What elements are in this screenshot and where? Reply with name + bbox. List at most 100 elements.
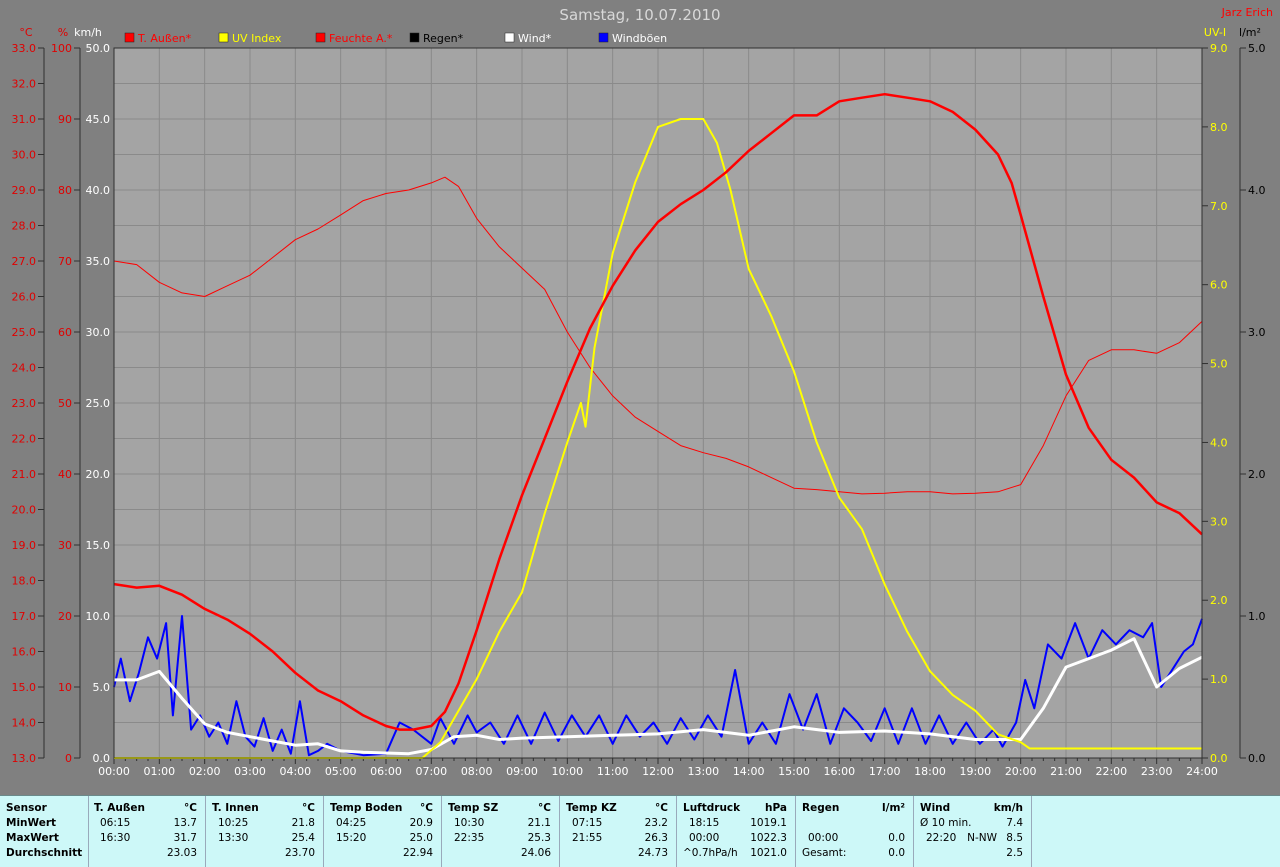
stat-min-time: 07:15 bbox=[572, 817, 603, 829]
stat-max-value: 25.0 bbox=[409, 832, 433, 844]
series-line-feuchte-a bbox=[113, 176, 1203, 495]
rain-tick-label: 4.0 bbox=[1248, 184, 1266, 197]
temp-tick-label: 23.0 bbox=[12, 397, 37, 410]
rain-tick-label: 0.0 bbox=[1248, 752, 1266, 765]
minwert-label: MinWert bbox=[6, 817, 57, 829]
x-tick-label: 16:00 bbox=[823, 765, 855, 778]
x-tick-label: 19:00 bbox=[959, 765, 991, 778]
stat-avg-value: 24.06 bbox=[520, 847, 551, 859]
stat-avg-value: 24.73 bbox=[637, 847, 668, 859]
rain-tick-label: 5.0 bbox=[1248, 42, 1266, 55]
stat-unit: °C bbox=[420, 802, 433, 814]
uv-tick-label: 4.0 bbox=[1210, 436, 1228, 449]
stat-avg-value: 23.03 bbox=[166, 847, 197, 859]
stat-avg-value: 0.0 bbox=[888, 847, 905, 859]
stat-avg-value: 22.94 bbox=[402, 847, 433, 859]
row-labels-column: Sensor MinWert MaxWert Durchschnitt bbox=[0, 796, 89, 867]
temp-tick-label: 15.0 bbox=[12, 681, 37, 694]
temp-tick-label: 33.0 bbox=[12, 42, 37, 55]
legend-swatch bbox=[218, 32, 229, 43]
temp-tick-label: 14.0 bbox=[12, 717, 37, 730]
legend: T. Außen* UV Index Feuchte A.* Regen* Wind* W… bbox=[124, 32, 667, 45]
stat-max-value: 31.7 bbox=[173, 832, 197, 844]
stat-min-time: 06:15 bbox=[100, 817, 131, 829]
legend-swatch bbox=[315, 32, 326, 43]
humidity-tick-label: 50 bbox=[58, 397, 72, 410]
x-tick-label: 13:00 bbox=[687, 765, 719, 778]
chart-title: Samstag, 10.07.2010 bbox=[559, 6, 720, 24]
x-tick-label: 15:00 bbox=[778, 765, 810, 778]
x-tick-label: 21:00 bbox=[1050, 765, 1082, 778]
stat-max-time: 22:20 bbox=[926, 832, 957, 844]
legend-item: UV Index bbox=[218, 32, 282, 45]
x-tick-label: 10:00 bbox=[551, 765, 583, 778]
x-tick-label: 08:00 bbox=[461, 765, 493, 778]
stat-unit: °C bbox=[184, 802, 197, 814]
legend-item: T. Außen* bbox=[124, 32, 192, 45]
humidity-tick-label: 60 bbox=[58, 326, 72, 339]
uv-tick-label: 7.0 bbox=[1210, 200, 1228, 213]
x-tick-label: 11:00 bbox=[597, 765, 629, 778]
legend-label: UV Index bbox=[232, 32, 282, 45]
x-tick-label: 12:00 bbox=[642, 765, 674, 778]
stat-unit: °C bbox=[655, 802, 668, 814]
legend-swatch bbox=[598, 32, 609, 43]
stat-column: Temp Boden °C 04:25 20.9 15:20 25.0 22.94 bbox=[324, 796, 442, 867]
temp-tick-label: 21.0 bbox=[12, 468, 37, 481]
stat-max-time: 16:30 bbox=[100, 832, 131, 844]
humidity-tick-label: 100 bbox=[51, 42, 72, 55]
stat-unit: °C bbox=[302, 802, 315, 814]
stat-min-value: 7.4 bbox=[1006, 817, 1023, 829]
legend-item: Wind* bbox=[504, 32, 552, 45]
weather-chart: 00:00 01:00 02:00 03:00 04:00 05:00 06:00 07:00… bbox=[11, 6, 1274, 778]
stat-avg-value: 1021.0 bbox=[750, 847, 787, 859]
temp-tick-label: 24.0 bbox=[12, 362, 37, 375]
legend-item: Windböen bbox=[598, 32, 667, 45]
stat-title: T. Innen bbox=[212, 802, 259, 814]
legend-item: Regen* bbox=[409, 32, 464, 45]
stat-avg-value: 2.5 bbox=[1006, 847, 1023, 859]
temp-tick-label: 26.0 bbox=[12, 291, 37, 304]
wind-tick-label: 10.0 bbox=[86, 610, 111, 623]
wind-tick-label: 50.0 bbox=[86, 42, 111, 55]
stat-min-time: 10:30 bbox=[454, 817, 485, 829]
temp-tick-label: 22.0 bbox=[12, 433, 37, 446]
series-line-uv-index bbox=[114, 118, 1202, 759]
x-tick-label: 07:00 bbox=[415, 765, 447, 778]
uv-unit-label: UV-I bbox=[1204, 26, 1226, 39]
stat-max-time: 13:30 bbox=[218, 832, 249, 844]
stat-min-time: 10:25 bbox=[218, 817, 249, 829]
stat-max-value: 25.4 bbox=[291, 832, 315, 844]
stat-max-value: 26.3 bbox=[644, 832, 668, 844]
stat-title: Regen bbox=[802, 802, 840, 814]
wind-tick-label: 40.0 bbox=[86, 184, 111, 197]
stat-min-time: 18:15 bbox=[689, 817, 720, 829]
wind-tick-label: 15.0 bbox=[86, 539, 111, 552]
stat-min-value: 21.8 bbox=[291, 817, 315, 829]
stat-min-value: 20.9 bbox=[409, 817, 433, 829]
author-label: Jarz Erich bbox=[1221, 6, 1273, 19]
x-tick-label: 23:00 bbox=[1141, 765, 1173, 778]
x-tick-label: 17:00 bbox=[869, 765, 901, 778]
stat-max-time: 00:00 bbox=[689, 832, 720, 844]
stat-max-value: 8.5 bbox=[1006, 832, 1023, 844]
rain-tick-label: 1.0 bbox=[1248, 610, 1266, 623]
maxwert-label: MaxWert bbox=[6, 832, 59, 844]
x-tick-label: 24:00 bbox=[1186, 765, 1218, 778]
humidity-tick-label: 90 bbox=[58, 113, 72, 126]
humidity-tick-label: 30 bbox=[58, 539, 72, 552]
series-line-t-au-en bbox=[113, 92, 1203, 731]
stat-max-time: 15:20 bbox=[336, 832, 367, 844]
x-tick-label: 01:00 bbox=[143, 765, 175, 778]
stat-unit: km/h bbox=[993, 802, 1023, 814]
durchschnitt-label: Durchschnitt bbox=[6, 847, 83, 859]
stat-avg-label: Gesamt: bbox=[802, 847, 847, 859]
stat-column: T. Innen °C 10:25 21.8 13:30 25.4 23.70 bbox=[206, 796, 324, 867]
stat-min-value: 13.7 bbox=[173, 817, 197, 829]
stat-min-value: 21.1 bbox=[527, 817, 551, 829]
stat-max-time: 21:55 bbox=[572, 832, 603, 844]
uv-tick-label: 2.0 bbox=[1210, 594, 1228, 607]
wind-tick-label: 25.0 bbox=[86, 397, 111, 410]
wind-tick-label: 30.0 bbox=[86, 326, 111, 339]
